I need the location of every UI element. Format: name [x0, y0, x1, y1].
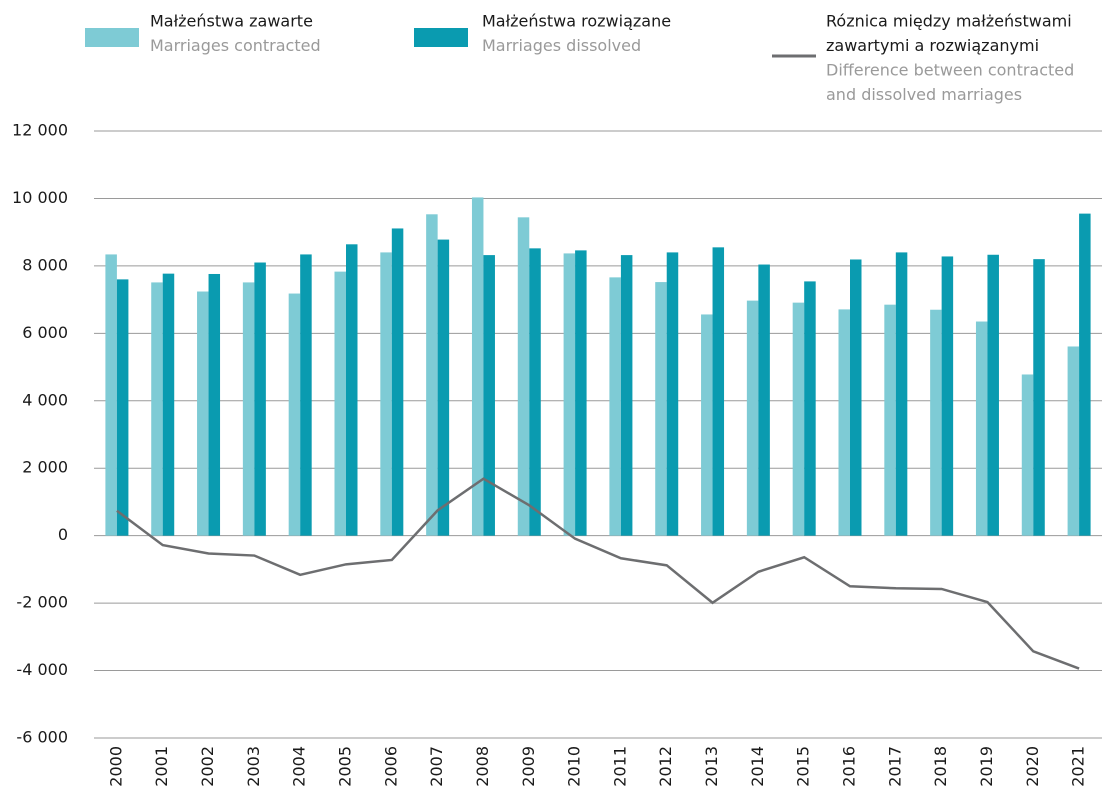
bar [804, 281, 816, 536]
bar [334, 271, 346, 536]
legend-label: Róznica między małżeństwami [826, 12, 1072, 31]
bar [517, 217, 530, 536]
x-tick-label: 2009 [519, 746, 538, 787]
bar [208, 273, 221, 536]
y-tick-label: 6 000 [22, 323, 68, 342]
legend-label: Małżeństwa rozwiązane [482, 12, 671, 31]
legend-label-en: Difference between contracted [826, 61, 1074, 80]
bar [850, 259, 862, 536]
x-tick-label: 2011 [610, 746, 629, 787]
x-tick-label: 2004 [290, 746, 309, 787]
legend-label-en: and dissolved marriages [826, 85, 1022, 104]
bar [426, 214, 438, 536]
bar [930, 309, 942, 536]
bar [1021, 374, 1034, 536]
bar [712, 247, 725, 536]
y-tick-label: 12 000 [12, 121, 68, 140]
bar [116, 279, 129, 536]
bar [288, 293, 301, 536]
bar [346, 244, 358, 536]
legend-label: zawartymi a rozwiązanymi [826, 36, 1039, 55]
x-tick-label: 2017 [885, 746, 904, 787]
bar [437, 239, 450, 536]
bar [575, 250, 587, 536]
x-tick-label: 2013 [702, 746, 721, 787]
x-tick-label: 2019 [977, 746, 996, 787]
bar [609, 277, 621, 536]
y-tick-label: 8 000 [22, 255, 68, 274]
x-tick-label: 2015 [794, 746, 813, 787]
bar [483, 255, 495, 536]
bar [792, 302, 805, 536]
x-tick-label: 2008 [473, 746, 492, 787]
legend-swatch [414, 28, 468, 47]
bar [563, 253, 576, 536]
y-tick-label: 4 000 [22, 390, 68, 409]
bar [197, 291, 209, 536]
x-tick-label: 2020 [1023, 746, 1042, 787]
bar [242, 282, 255, 536]
bar [975, 321, 988, 536]
y-tick-label: -6 000 [16, 728, 68, 747]
legend-swatch [85, 28, 139, 47]
bar [895, 252, 908, 536]
x-tick-label: 2000 [106, 746, 125, 787]
bar [105, 254, 117, 536]
bar [987, 254, 999, 536]
bar [380, 252, 392, 536]
x-tick-label: 2016 [840, 746, 859, 787]
bar [746, 300, 759, 536]
x-tick-label: 2014 [748, 746, 767, 787]
x-tick-label: 2007 [427, 746, 446, 787]
bar [529, 248, 541, 536]
bar [941, 256, 954, 536]
x-tick-label: 2005 [336, 746, 355, 787]
legend-label-en: Marriages dissolved [482, 36, 641, 55]
x-tick-label: 2012 [656, 746, 675, 787]
bar [758, 264, 770, 536]
bar [838, 309, 850, 536]
bar [1033, 259, 1045, 536]
legend-label-en: Marriages contracted [150, 36, 321, 55]
bar [701, 314, 713, 536]
bar [254, 262, 266, 536]
x-tick-label: 2018 [931, 746, 950, 787]
bar [1067, 346, 1080, 536]
bar [620, 255, 633, 536]
bar [471, 197, 484, 536]
bar [1079, 213, 1091, 536]
x-tick-label: 2010 [565, 746, 584, 787]
bar [655, 282, 667, 536]
bar [151, 282, 163, 536]
y-tick-label: 2 000 [22, 458, 68, 477]
bar [391, 228, 404, 536]
bar [884, 304, 896, 536]
x-tick-label: 2001 [152, 746, 171, 787]
x-tick-label: 2021 [1069, 746, 1088, 787]
bar [162, 273, 175, 536]
x-tick-label: 2003 [244, 746, 263, 787]
y-tick-label: 0 [58, 525, 68, 544]
y-tick-label: -4 000 [16, 660, 68, 679]
y-tick-label: 10 000 [12, 188, 68, 207]
y-tick-label: -2 000 [16, 593, 68, 612]
legend-label: Małżeństwa zawarte [150, 12, 313, 31]
x-tick-label: 2002 [198, 746, 217, 787]
bar [300, 254, 312, 536]
line [116, 477, 1080, 670]
x-tick-label: 2006 [381, 746, 400, 787]
bar [666, 252, 679, 536]
